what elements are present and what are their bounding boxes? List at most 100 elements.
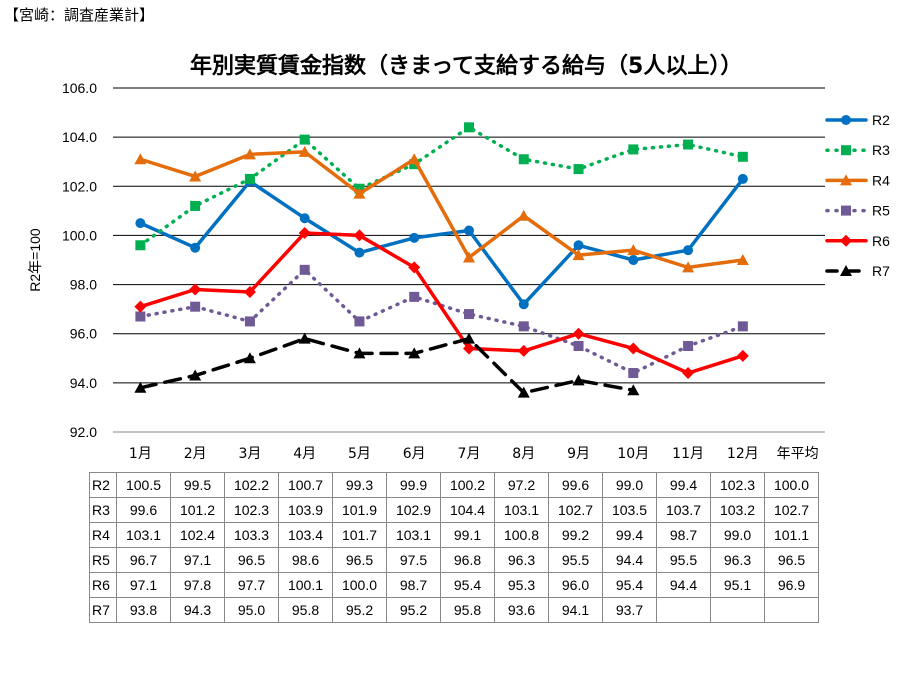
row-label: R5 <box>89 547 117 573</box>
marker-R4 <box>572 249 585 261</box>
table-cell: 96.5 <box>224 547 279 573</box>
marker-R7 <box>134 381 147 393</box>
row-label: R3 <box>89 497 117 523</box>
table-cell: 96.3 <box>494 547 549 573</box>
x-tick-label: 3月 <box>238 446 261 462</box>
marker-R3 <box>299 134 310 145</box>
marker-R4 <box>298 145 311 157</box>
marker-R6 <box>134 300 147 313</box>
marker-R7 <box>840 265 852 276</box>
table-cell: 96.5 <box>764 547 819 573</box>
y-tick-label: 100.0 <box>62 227 97 243</box>
x-tick-label: 8月 <box>512 446 535 462</box>
marker-R3 <box>683 139 694 150</box>
table-cell: 102.4 <box>170 522 225 548</box>
marker-R6 <box>243 285 256 298</box>
table-cell: 99.4 <box>656 472 711 498</box>
table-cell: 101.2 <box>170 497 225 523</box>
marker-R5 <box>354 316 365 327</box>
table-cell: 95.0 <box>224 597 279 623</box>
table-cell: 99.3 <box>332 472 387 498</box>
data-table: R2 100.5 99.5 102.2 100.7 99.3 99.9 100.2 97.2 99… <box>89 472 819 623</box>
table-cell: 98.7 <box>386 572 441 598</box>
table-cell <box>764 597 819 623</box>
chart-title: 年別実質賃金指数（きまって支給する給与（5人以上）） <box>190 54 743 79</box>
table-cell: 95.8 <box>440 597 495 623</box>
table-cell: 100.8 <box>494 522 549 548</box>
marker-R3 <box>737 151 748 162</box>
table-cell: 95.2 <box>386 597 441 623</box>
table-cell: 99.6 <box>548 472 603 498</box>
table-cell: 103.5 <box>602 497 657 523</box>
table-cell: 95.1 <box>710 572 765 598</box>
y-tick-label: 106.0 <box>62 80 97 96</box>
table-row: R2 100.5 99.5 102.2 100.7 99.3 99.9 100.2 97.2 99… <box>89 472 819 498</box>
marker-R6 <box>682 367 695 380</box>
legend-label: R5 <box>872 203 890 219</box>
y-tick-label: 96.0 <box>70 326 97 342</box>
marker-R6 <box>572 327 585 340</box>
table-cell: 97.2 <box>494 472 549 498</box>
table-cell: 99.0 <box>602 472 657 498</box>
header-label: 【宮崎：調査産業計】 <box>4 6 155 24</box>
marker-R4 <box>243 148 256 160</box>
marker-R5 <box>841 205 851 216</box>
table-cell: 94.3 <box>170 597 225 623</box>
marker-R5 <box>737 321 748 332</box>
table-cell: 104.4 <box>440 497 495 523</box>
marker-R5 <box>683 341 694 351</box>
marker-R6 <box>463 342 475 355</box>
table-cell: 102.7 <box>548 497 603 523</box>
marker-R5 <box>190 301 201 312</box>
table-row: R3 99.6 101.2 102.3 103.9 101.9 102.9 104.4 103.… <box>89 497 819 523</box>
table-cell: 103.9 <box>278 497 333 523</box>
table-row: R6 97.1 97.8 97.7 100.1 100.0 98.7 95.4 95.3 96.0… <box>89 572 819 598</box>
table-cell: 95.2 <box>332 597 387 623</box>
table-cell: 94.4 <box>656 572 711 598</box>
marker-R3 <box>190 200 201 211</box>
marker-R5 <box>628 368 639 379</box>
marker-R3 <box>244 173 255 184</box>
table-cell: 96.9 <box>764 572 819 598</box>
marker-R2 <box>190 242 201 253</box>
marker-R4 <box>736 254 749 265</box>
table-cell: 103.7 <box>656 497 711 523</box>
marker-R4 <box>517 209 530 221</box>
table-cell: 103.3 <box>224 522 279 548</box>
table-cell: 95.8 <box>278 597 333 623</box>
marker-R5 <box>573 341 584 351</box>
table-cell: 98.6 <box>278 547 333 573</box>
table-cell: 97.7 <box>224 572 279 598</box>
table-cell: 101.1 <box>764 522 819 548</box>
table-cell: 100.5 <box>116 472 171 498</box>
marker-R6 <box>298 226 311 239</box>
marker-R4 <box>840 174 852 186</box>
marker-R3 <box>841 145 851 156</box>
table-cell: 102.3 <box>710 472 765 498</box>
marker-R7 <box>298 332 311 344</box>
table-cell: 101.7 <box>332 522 387 548</box>
table-cell: 93.8 <box>116 597 171 623</box>
table-cell: 96.7 <box>116 547 171 573</box>
table-cell: 103.1 <box>494 497 549 523</box>
series-line-R7 <box>138 336 636 395</box>
table-cell: 98.7 <box>656 522 711 548</box>
x-tick-label: 11月 <box>672 446 704 462</box>
marker-R2 <box>409 232 420 243</box>
series-line-R3 <box>138 125 745 248</box>
marker-R2 <box>299 213 310 224</box>
table-cell: 93.7 <box>602 597 657 623</box>
marker-R3 <box>135 240 146 251</box>
table-cell: 94.1 <box>548 597 603 623</box>
x-tick-label: 4月 <box>293 446 316 462</box>
x-tick-label: 6月 <box>403 446 426 462</box>
x-tick-label: 9月 <box>567 446 590 462</box>
table-cell: 103.1 <box>116 522 171 548</box>
legend-label: R3 <box>872 142 890 158</box>
table-cell: 97.1 <box>170 547 225 573</box>
table-row: R4 103.1 102.4 103.3 103.4 101.7 103.1 99.1 100.… <box>89 522 819 548</box>
marker-R3 <box>628 144 639 155</box>
table-cell: 95.5 <box>548 547 603 573</box>
table-cell: 95.5 <box>656 547 711 573</box>
legend-label: R7 <box>872 263 890 279</box>
